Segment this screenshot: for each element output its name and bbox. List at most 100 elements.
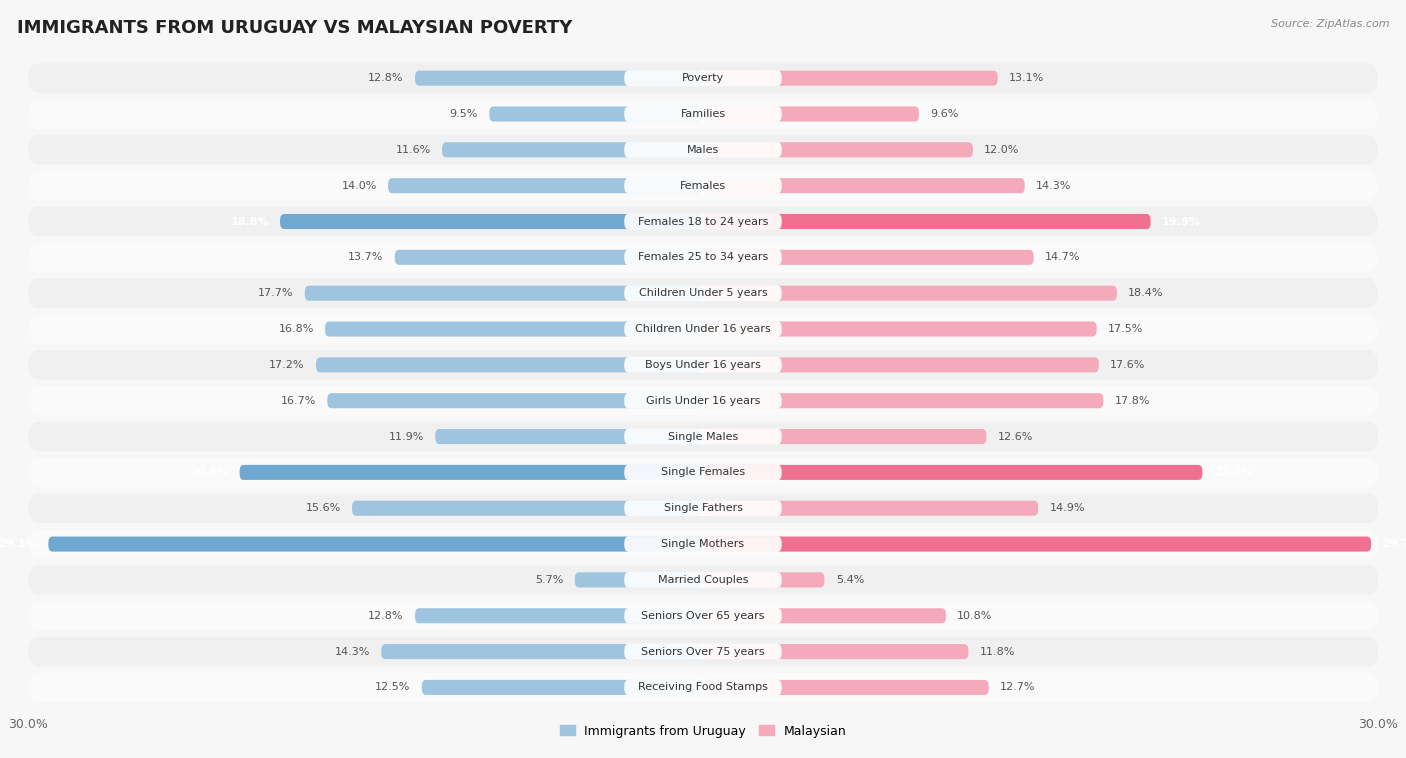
FancyBboxPatch shape — [703, 572, 824, 587]
FancyBboxPatch shape — [624, 178, 782, 193]
Text: Source: ZipAtlas.com: Source: ZipAtlas.com — [1271, 19, 1389, 29]
Text: 10.8%: 10.8% — [957, 611, 993, 621]
Text: 14.9%: 14.9% — [1049, 503, 1085, 513]
Text: 18.8%: 18.8% — [231, 217, 269, 227]
FancyBboxPatch shape — [703, 680, 988, 695]
FancyBboxPatch shape — [703, 70, 998, 86]
FancyBboxPatch shape — [28, 422, 1378, 451]
Text: Single Females: Single Females — [661, 468, 745, 478]
FancyBboxPatch shape — [703, 214, 1150, 229]
FancyBboxPatch shape — [624, 608, 782, 624]
Text: 13.7%: 13.7% — [349, 252, 384, 262]
Text: 29.7%: 29.7% — [1382, 539, 1406, 549]
FancyBboxPatch shape — [489, 106, 703, 121]
Text: 12.6%: 12.6% — [998, 431, 1033, 442]
FancyBboxPatch shape — [28, 673, 1378, 702]
FancyBboxPatch shape — [352, 501, 703, 515]
FancyBboxPatch shape — [703, 644, 969, 659]
FancyBboxPatch shape — [280, 214, 703, 229]
FancyBboxPatch shape — [415, 608, 703, 623]
FancyBboxPatch shape — [624, 106, 782, 122]
Text: 20.6%: 20.6% — [190, 468, 228, 478]
Text: 9.5%: 9.5% — [450, 109, 478, 119]
Text: 15.6%: 15.6% — [305, 503, 340, 513]
FancyBboxPatch shape — [703, 143, 973, 158]
FancyBboxPatch shape — [422, 680, 703, 695]
Text: 5.7%: 5.7% — [536, 575, 564, 585]
Text: Single Males: Single Males — [668, 431, 738, 442]
FancyBboxPatch shape — [624, 680, 782, 695]
Text: Females 18 to 24 years: Females 18 to 24 years — [638, 217, 768, 227]
Text: 5.4%: 5.4% — [835, 575, 865, 585]
Text: Seniors Over 65 years: Seniors Over 65 years — [641, 611, 765, 621]
Text: 14.3%: 14.3% — [335, 647, 370, 656]
FancyBboxPatch shape — [703, 465, 1202, 480]
FancyBboxPatch shape — [415, 70, 703, 86]
Text: Single Fathers: Single Fathers — [664, 503, 742, 513]
Text: Families: Families — [681, 109, 725, 119]
Text: 9.6%: 9.6% — [931, 109, 959, 119]
Text: Females: Females — [681, 180, 725, 191]
FancyBboxPatch shape — [703, 429, 987, 444]
Text: Single Mothers: Single Mothers — [661, 539, 745, 549]
FancyBboxPatch shape — [624, 393, 782, 409]
FancyBboxPatch shape — [624, 572, 782, 587]
FancyBboxPatch shape — [703, 286, 1116, 301]
FancyBboxPatch shape — [28, 565, 1378, 594]
Text: 12.0%: 12.0% — [984, 145, 1019, 155]
FancyBboxPatch shape — [703, 250, 1033, 265]
FancyBboxPatch shape — [624, 644, 782, 659]
Text: 12.8%: 12.8% — [368, 611, 404, 621]
FancyBboxPatch shape — [28, 350, 1378, 380]
Text: Married Couples: Married Couples — [658, 575, 748, 585]
FancyBboxPatch shape — [624, 536, 782, 552]
Text: 13.1%: 13.1% — [1010, 74, 1045, 83]
FancyBboxPatch shape — [624, 357, 782, 373]
Text: 12.7%: 12.7% — [1000, 682, 1035, 692]
FancyBboxPatch shape — [624, 142, 782, 158]
FancyBboxPatch shape — [328, 393, 703, 409]
FancyBboxPatch shape — [703, 321, 1097, 337]
Text: IMMIGRANTS FROM URUGUAY VS MALAYSIAN POVERTY: IMMIGRANTS FROM URUGUAY VS MALAYSIAN POV… — [17, 19, 572, 37]
FancyBboxPatch shape — [316, 357, 703, 372]
Text: Poverty: Poverty — [682, 74, 724, 83]
Text: 11.6%: 11.6% — [395, 145, 430, 155]
Text: 12.5%: 12.5% — [375, 682, 411, 692]
Text: 14.3%: 14.3% — [1036, 180, 1071, 191]
Text: 29.1%: 29.1% — [0, 539, 37, 549]
FancyBboxPatch shape — [388, 178, 703, 193]
Text: Males: Males — [688, 145, 718, 155]
Text: 22.2%: 22.2% — [1213, 468, 1253, 478]
FancyBboxPatch shape — [28, 493, 1378, 523]
FancyBboxPatch shape — [28, 171, 1378, 200]
FancyBboxPatch shape — [441, 143, 703, 158]
FancyBboxPatch shape — [703, 393, 1104, 409]
FancyBboxPatch shape — [624, 214, 782, 230]
FancyBboxPatch shape — [703, 501, 1038, 515]
Text: 11.9%: 11.9% — [388, 431, 425, 442]
FancyBboxPatch shape — [239, 465, 703, 480]
Text: Seniors Over 75 years: Seniors Over 75 years — [641, 647, 765, 656]
FancyBboxPatch shape — [436, 429, 703, 444]
Text: 11.8%: 11.8% — [980, 647, 1015, 656]
FancyBboxPatch shape — [381, 644, 703, 659]
Text: 16.7%: 16.7% — [281, 396, 316, 406]
FancyBboxPatch shape — [703, 537, 1371, 552]
FancyBboxPatch shape — [28, 529, 1378, 559]
FancyBboxPatch shape — [28, 637, 1378, 666]
Text: Children Under 5 years: Children Under 5 years — [638, 288, 768, 298]
Text: 17.6%: 17.6% — [1111, 360, 1146, 370]
FancyBboxPatch shape — [28, 386, 1378, 415]
Text: Children Under 16 years: Children Under 16 years — [636, 324, 770, 334]
Text: 12.8%: 12.8% — [368, 74, 404, 83]
Text: 14.7%: 14.7% — [1045, 252, 1080, 262]
FancyBboxPatch shape — [28, 64, 1378, 92]
Text: Receiving Food Stamps: Receiving Food Stamps — [638, 682, 768, 692]
Text: 17.2%: 17.2% — [270, 360, 305, 370]
FancyBboxPatch shape — [624, 429, 782, 444]
Text: 19.9%: 19.9% — [1161, 217, 1201, 227]
FancyBboxPatch shape — [28, 601, 1378, 631]
Text: 18.4%: 18.4% — [1128, 288, 1164, 298]
FancyBboxPatch shape — [28, 135, 1378, 164]
FancyBboxPatch shape — [28, 278, 1378, 308]
